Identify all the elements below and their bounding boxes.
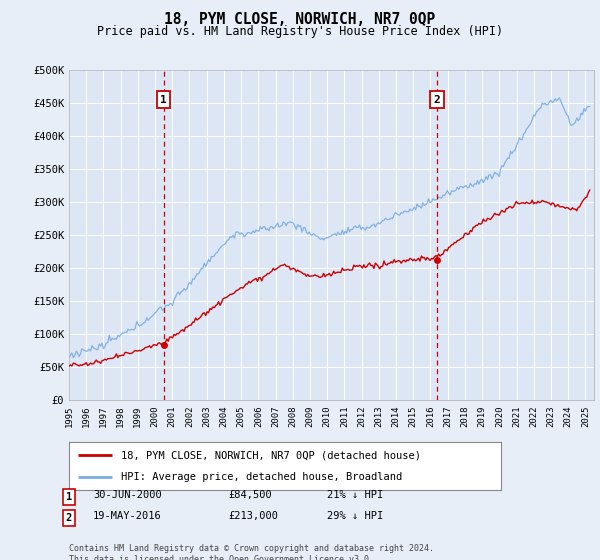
Text: 29% ↓ HPI: 29% ↓ HPI <box>327 511 383 521</box>
Text: Contains HM Land Registry data © Crown copyright and database right 2024.
This d: Contains HM Land Registry data © Crown c… <box>69 544 434 560</box>
Text: 1: 1 <box>66 492 72 502</box>
Text: HPI: Average price, detached house, Broadland: HPI: Average price, detached house, Broa… <box>121 472 402 482</box>
Text: 18, PYM CLOSE, NORWICH, NR7 0QP: 18, PYM CLOSE, NORWICH, NR7 0QP <box>164 12 436 27</box>
Text: 19-MAY-2016: 19-MAY-2016 <box>93 511 162 521</box>
Text: Price paid vs. HM Land Registry's House Price Index (HPI): Price paid vs. HM Land Registry's House … <box>97 25 503 38</box>
Text: £84,500: £84,500 <box>228 490 272 500</box>
Text: 21% ↓ HPI: 21% ↓ HPI <box>327 490 383 500</box>
Text: 1: 1 <box>160 95 167 105</box>
Text: £213,000: £213,000 <box>228 511 278 521</box>
Text: 2: 2 <box>66 513 72 523</box>
Text: 18, PYM CLOSE, NORWICH, NR7 0QP (detached house): 18, PYM CLOSE, NORWICH, NR7 0QP (detache… <box>121 450 421 460</box>
Text: 2: 2 <box>433 95 440 105</box>
Text: 30-JUN-2000: 30-JUN-2000 <box>93 490 162 500</box>
